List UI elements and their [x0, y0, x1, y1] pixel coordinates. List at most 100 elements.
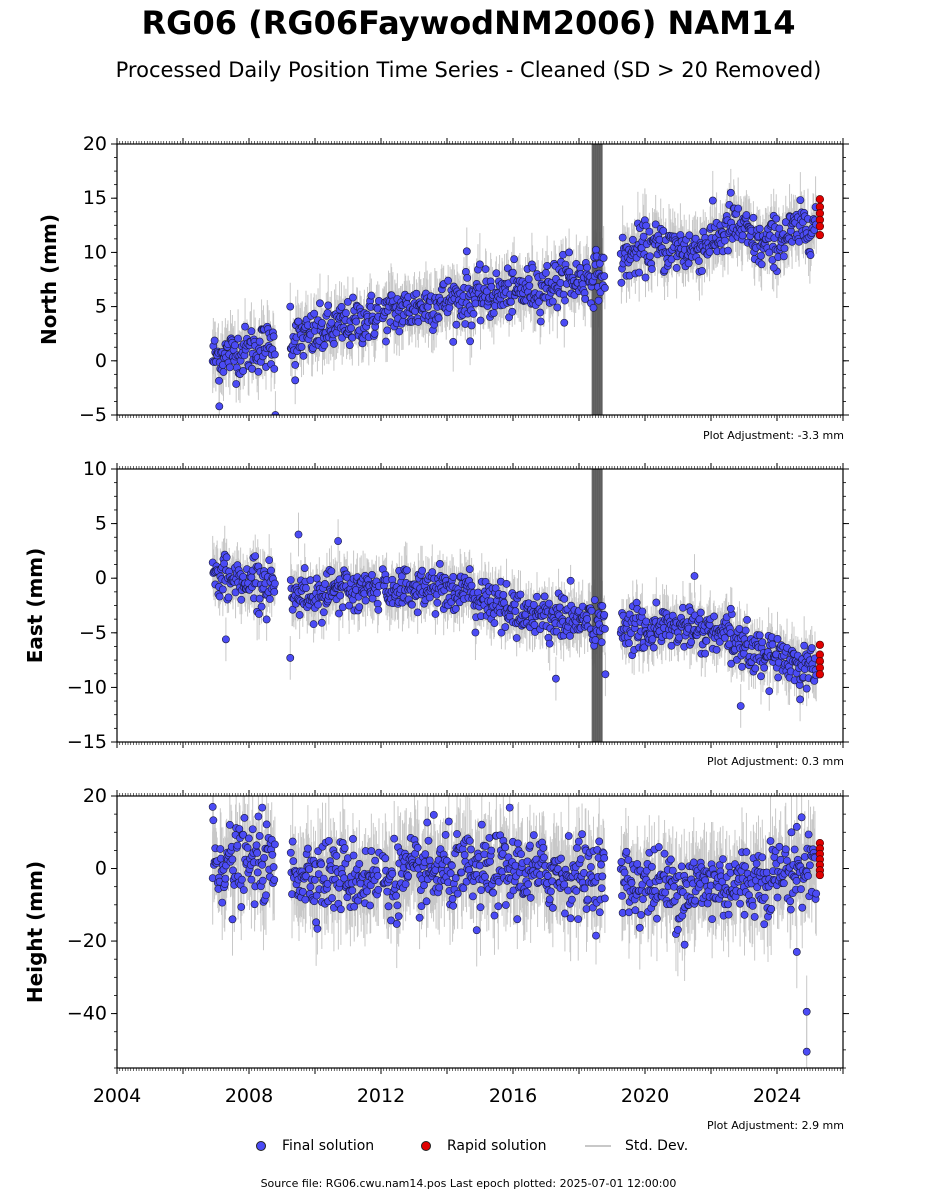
- final-point: [270, 579, 279, 588]
- final-point: [512, 634, 521, 642]
- final-point: [618, 233, 627, 242]
- final-point: [587, 606, 596, 615]
- final-point: [224, 593, 233, 602]
- final-point: [641, 273, 650, 282]
- final-point: [738, 662, 746, 671]
- final-point: [758, 638, 767, 647]
- final-point: [646, 252, 654, 261]
- final-point: [589, 303, 598, 312]
- final-point: [651, 220, 660, 229]
- final-point: [215, 592, 224, 601]
- final-point: [306, 576, 315, 585]
- final-point: [802, 684, 811, 693]
- final-point: [349, 293, 357, 302]
- final-point: [508, 307, 517, 316]
- final-point: [600, 284, 609, 292]
- final-point: [516, 590, 525, 599]
- final-point: [736, 702, 745, 710]
- final-point: [659, 226, 668, 235]
- final-point: [395, 327, 404, 336]
- final-point: [560, 595, 569, 603]
- final-point: [352, 317, 361, 326]
- y-tick-label: −5: [79, 404, 107, 426]
- final-point: [334, 537, 342, 545]
- final-point: [687, 638, 696, 646]
- final-point: [642, 221, 651, 230]
- final-point: [807, 644, 816, 652]
- final-point: [710, 612, 718, 621]
- final-point: [323, 309, 332, 317]
- final-point: [775, 224, 784, 233]
- final-points: [208, 188, 821, 415]
- final-point: [691, 234, 700, 243]
- final-point: [566, 631, 574, 640]
- final-point: [412, 289, 421, 298]
- final-point: [433, 598, 442, 607]
- final-point: [685, 231, 694, 240]
- final-point: [451, 604, 460, 613]
- std-dev-bars: [212, 168, 817, 415]
- final-point: [642, 617, 651, 626]
- final-point: [796, 196, 805, 204]
- final-point: [382, 337, 390, 346]
- final-point: [502, 579, 511, 588]
- final-point: [294, 317, 303, 326]
- final-point: [545, 599, 553, 608]
- final-point: [708, 196, 717, 205]
- final-point: [310, 309, 319, 318]
- final-point: [368, 571, 376, 579]
- final-point: [501, 623, 510, 631]
- final-point: [600, 624, 609, 633]
- final-point: [536, 317, 545, 326]
- page-title: RG06 (RG06FaywodNM2006) NAM14: [141, 4, 796, 42]
- final-point: [649, 643, 658, 652]
- final-point: [241, 322, 249, 331]
- final-point: [327, 318, 336, 327]
- final-point: [232, 380, 241, 388]
- final-point: [640, 643, 649, 652]
- final-point: [768, 640, 777, 649]
- final-point: [402, 566, 411, 575]
- final-point: [300, 564, 309, 572]
- final-point: [751, 664, 760, 673]
- y-tick-label: 20: [83, 133, 107, 155]
- final-point: [309, 620, 318, 629]
- final-point: [286, 654, 295, 662]
- final-point: [469, 309, 478, 318]
- final-point: [581, 295, 590, 303]
- final-point: [497, 628, 506, 637]
- std-dev-bars: [212, 796, 817, 1068]
- final-point: [254, 367, 263, 376]
- y-tick-label: 15: [83, 187, 107, 209]
- panel-1: −15 −10 −5 0 5 10 East (mm): [23, 458, 849, 753]
- final-point: [556, 278, 565, 287]
- final-point: [449, 573, 458, 581]
- final-point: [297, 343, 306, 351]
- final-point: [449, 337, 458, 346]
- final-point: [635, 268, 644, 277]
- final-point: [545, 639, 554, 648]
- final-point: [288, 605, 297, 614]
- final-point: [312, 574, 321, 583]
- final-point: [598, 602, 607, 610]
- final-point: [234, 334, 242, 343]
- final-point: [726, 604, 735, 613]
- final-point: [774, 673, 783, 682]
- plot-area: [208, 144, 825, 415]
- final-point: [221, 635, 230, 644]
- final-point: [773, 634, 782, 643]
- final-point: [270, 350, 279, 359]
- final-point: [320, 341, 329, 350]
- final-point: [648, 635, 657, 644]
- final-point: [726, 188, 735, 197]
- final-point: [294, 530, 303, 539]
- final-point: [286, 302, 295, 311]
- final-point: [690, 572, 699, 580]
- final-point: [210, 336, 219, 345]
- final-point: [435, 560, 444, 568]
- final-point: [720, 236, 729, 245]
- final-point: [316, 299, 324, 308]
- rapid-point: [815, 230, 825, 240]
- final-point: [471, 628, 480, 637]
- final-point: [592, 245, 600, 254]
